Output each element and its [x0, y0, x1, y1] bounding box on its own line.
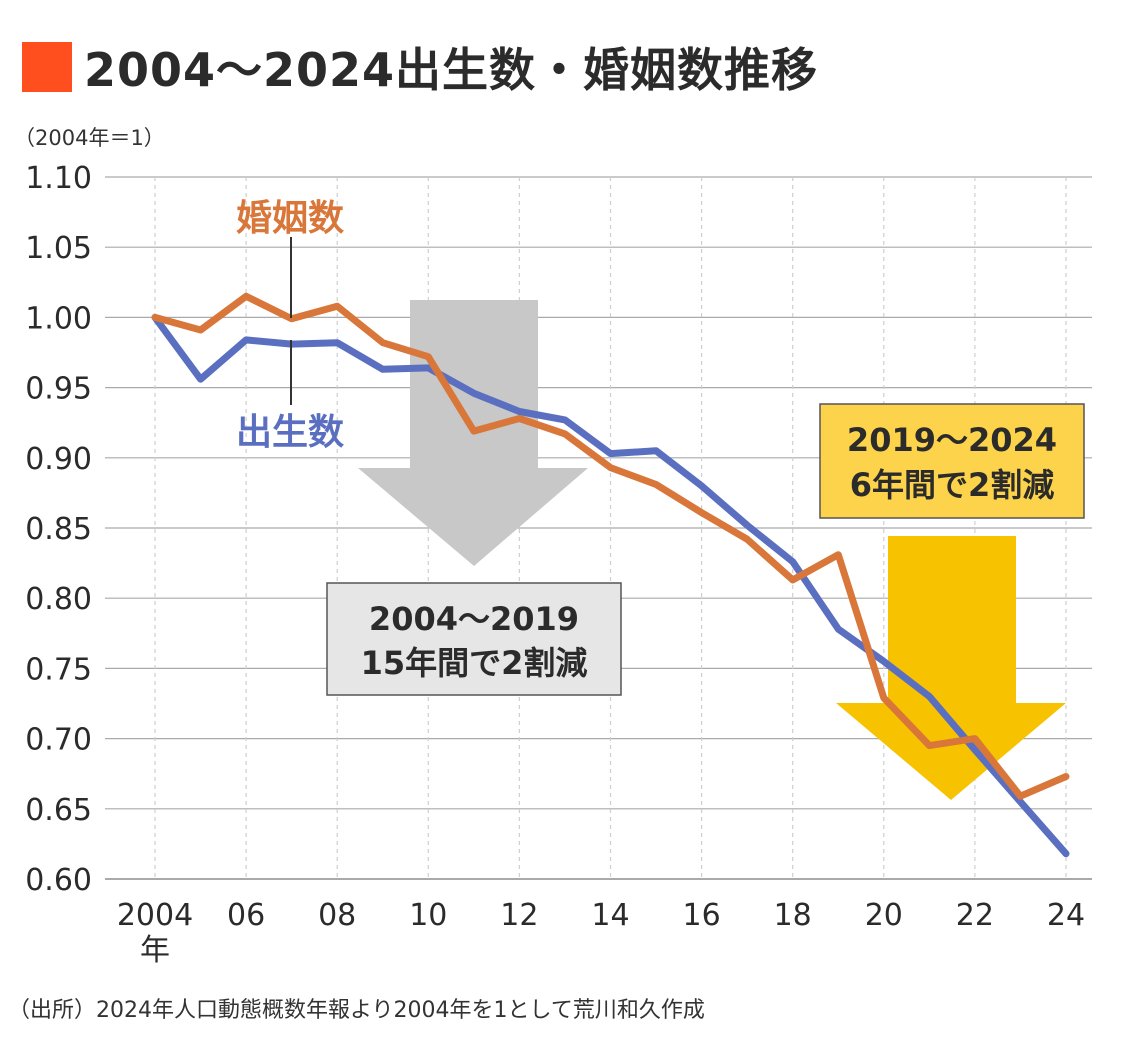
unit-note: （2004年＝1）	[14, 126, 165, 150]
y-tick-label: 1.05	[25, 231, 92, 266]
x-tick-label: 2004	[117, 898, 193, 933]
y-tick-label: 0.70	[25, 723, 92, 758]
x-tick-label: 18	[774, 898, 812, 933]
annotation-yellow-line-1: 2019〜2024	[847, 421, 1057, 459]
marriages-series-line	[151, 292, 1070, 800]
series-layer	[151, 292, 1070, 858]
x-tick-label: 08	[318, 898, 356, 933]
y-tick-label: 0.90	[25, 442, 92, 477]
x-tick-label: 12	[500, 898, 538, 933]
x-tick-label: 22	[956, 898, 994, 933]
x-tick-label: 20	[865, 898, 903, 933]
y-tick-label: 1.10	[25, 161, 92, 196]
x-tick-label-suffix: 年	[140, 933, 170, 968]
x-tick-label: 10	[409, 898, 447, 933]
y-tick-label: 0.85	[25, 512, 92, 547]
source-note: （出所）2024年人口動態概数年報より2004年を1として荒川和久作成	[8, 998, 705, 1023]
births-series-label: 出生数	[236, 412, 344, 453]
y-tick-label: 0.95	[25, 372, 92, 407]
x-tick-label: 14	[591, 898, 629, 933]
y-tick-label: 0.65	[25, 793, 92, 828]
x-tick-label: 06	[227, 898, 265, 933]
yellow-down-arrow	[836, 536, 1066, 800]
label-layer: 婚姻数 出生数	[236, 198, 344, 453]
x-tick-label: 24	[1047, 898, 1085, 933]
annotation-yellow-line-2: 6年間で2割減	[850, 466, 1055, 504]
arrow-layer	[358, 300, 1066, 800]
annotation-gray-box: 2004〜2019 15年間で2割減	[326, 582, 622, 696]
marriages-series-label: 婚姻数	[236, 198, 344, 239]
y-tick-label: 0.60	[25, 863, 92, 898]
chart-title: 2004〜2024出生数・婚姻数推移	[84, 43, 819, 97]
annotation-gray-line-1: 2004〜2019	[369, 600, 579, 638]
y-tick-label: 1.00	[25, 301, 92, 336]
annotation-yellow-box: 2019〜2024 6年間で2割減	[819, 403, 1085, 519]
y-tick-label: 0.80	[25, 582, 92, 617]
annotation-gray-line-2: 15年間で2割減	[361, 644, 588, 682]
x-tick-label: 16	[683, 898, 721, 933]
title-color-block	[22, 42, 72, 92]
y-tick-label: 0.75	[25, 652, 92, 687]
births-series-line	[151, 313, 1070, 858]
